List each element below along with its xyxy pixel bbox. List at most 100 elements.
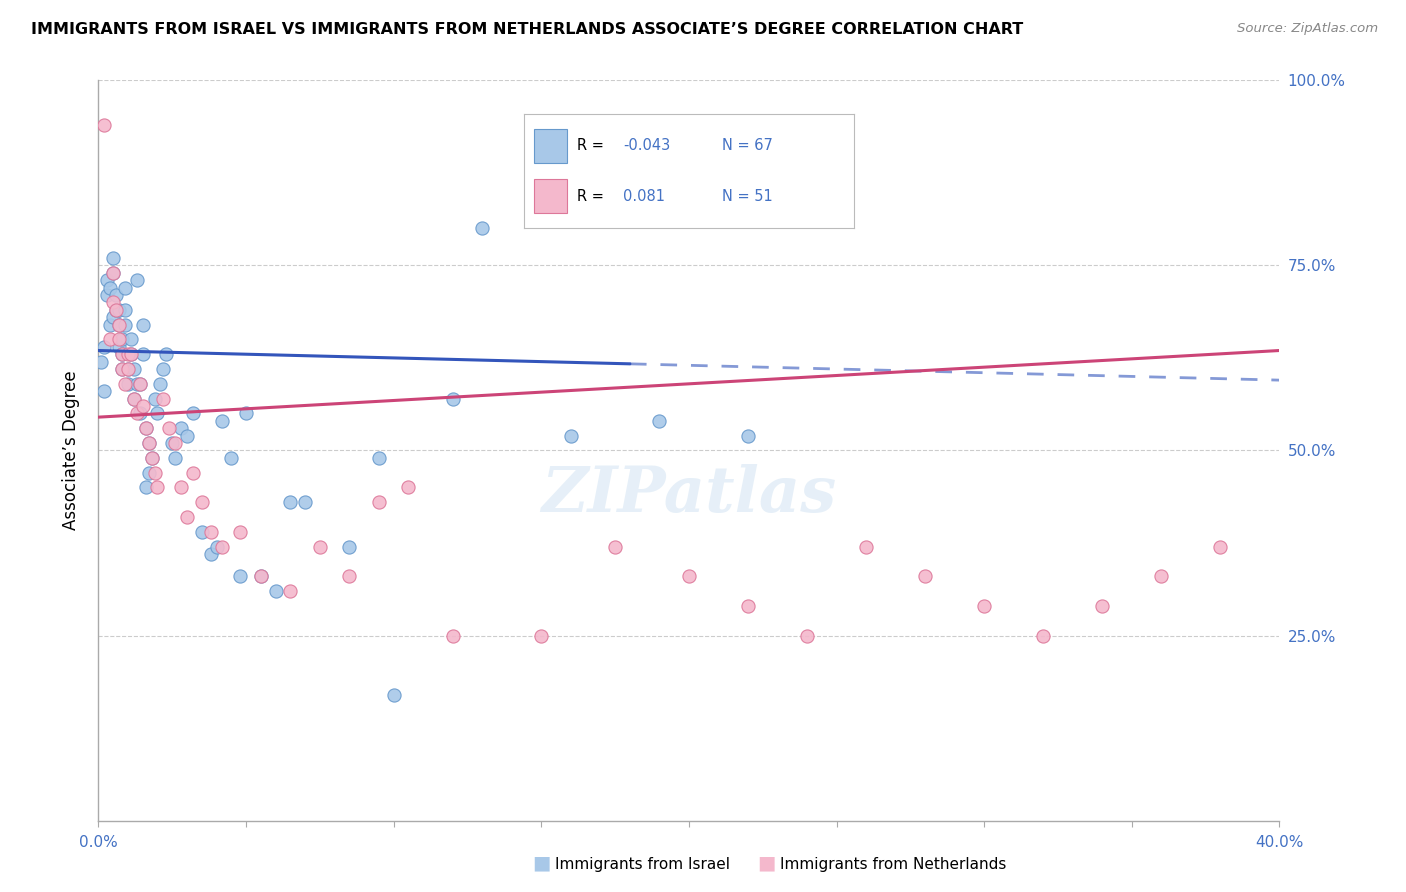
Point bbox=[125, 273, 148, 287]
Point bbox=[135, 480, 157, 494]
Point bbox=[108, 318, 131, 332]
Point bbox=[111, 362, 134, 376]
Point bbox=[117, 347, 139, 361]
Point bbox=[914, 569, 936, 583]
Point bbox=[135, 421, 157, 435]
Point bbox=[103, 295, 125, 310]
Point bbox=[138, 466, 160, 480]
Point bbox=[108, 302, 131, 317]
Point bbox=[111, 362, 134, 376]
Point bbox=[141, 450, 163, 465]
Point bbox=[122, 392, 145, 406]
Y-axis label: Associate’s Degree: Associate’s Degree bbox=[62, 371, 80, 530]
Point bbox=[229, 524, 252, 539]
Point bbox=[141, 450, 163, 465]
Point bbox=[103, 251, 125, 265]
Point bbox=[1150, 569, 1173, 583]
Text: ■: ■ bbox=[756, 854, 776, 872]
Point bbox=[176, 428, 198, 442]
Point bbox=[309, 540, 332, 554]
Point bbox=[796, 628, 818, 642]
Point bbox=[382, 688, 405, 702]
Point bbox=[146, 480, 169, 494]
Point bbox=[128, 376, 150, 391]
Point bbox=[280, 584, 302, 599]
Point bbox=[339, 540, 361, 554]
Point bbox=[138, 436, 160, 450]
Point bbox=[973, 599, 995, 613]
Point bbox=[98, 332, 121, 346]
Point bbox=[1209, 540, 1232, 554]
Point bbox=[1091, 599, 1114, 613]
Point bbox=[135, 421, 157, 435]
Point bbox=[117, 362, 139, 376]
Point bbox=[120, 332, 142, 346]
Point bbox=[103, 266, 125, 280]
Point bbox=[441, 392, 464, 406]
Point bbox=[114, 376, 136, 391]
Point bbox=[229, 569, 252, 583]
Point bbox=[108, 332, 131, 346]
Point bbox=[117, 376, 139, 391]
Point bbox=[181, 407, 204, 421]
Point bbox=[111, 332, 134, 346]
Point bbox=[737, 599, 759, 613]
Point bbox=[103, 310, 125, 325]
Point bbox=[105, 288, 128, 302]
Point bbox=[471, 221, 494, 235]
Text: Source: ZipAtlas.com: Source: ZipAtlas.com bbox=[1237, 22, 1378, 36]
Point bbox=[157, 421, 180, 435]
Point bbox=[143, 392, 166, 406]
Text: Immigrants from Israel: Immigrants from Israel bbox=[555, 857, 730, 872]
Point bbox=[105, 302, 128, 317]
Point bbox=[93, 384, 115, 399]
Point bbox=[93, 340, 115, 354]
Point bbox=[111, 347, 134, 361]
Point bbox=[170, 421, 193, 435]
Point bbox=[250, 569, 273, 583]
Point bbox=[200, 547, 222, 561]
Point bbox=[368, 450, 391, 465]
Point bbox=[170, 480, 193, 494]
Point bbox=[93, 118, 115, 132]
Point bbox=[368, 495, 391, 509]
Point bbox=[211, 414, 233, 428]
Text: ZIPatlas: ZIPatlas bbox=[541, 464, 837, 525]
Point bbox=[339, 569, 361, 583]
Point bbox=[152, 362, 174, 376]
Point bbox=[530, 628, 553, 642]
Point bbox=[114, 302, 136, 317]
Point bbox=[120, 347, 142, 361]
Point bbox=[191, 495, 214, 509]
Point bbox=[132, 318, 155, 332]
Point bbox=[605, 540, 627, 554]
Point bbox=[90, 354, 112, 368]
Point bbox=[132, 399, 155, 413]
Point bbox=[162, 436, 183, 450]
Point bbox=[1032, 628, 1054, 642]
Point bbox=[155, 347, 177, 361]
Point bbox=[146, 407, 169, 421]
Point bbox=[117, 362, 139, 376]
Point bbox=[560, 428, 582, 442]
Point bbox=[205, 540, 228, 554]
Point bbox=[122, 392, 145, 406]
Point bbox=[105, 302, 128, 317]
Point bbox=[280, 495, 302, 509]
Point bbox=[250, 569, 273, 583]
Point bbox=[98, 318, 121, 332]
Point bbox=[114, 318, 136, 332]
Point bbox=[111, 347, 134, 361]
Point bbox=[181, 466, 204, 480]
Point bbox=[132, 347, 155, 361]
Point bbox=[235, 407, 257, 421]
Point bbox=[264, 584, 287, 599]
Point bbox=[128, 407, 150, 421]
Point bbox=[125, 407, 148, 421]
Point bbox=[149, 376, 172, 391]
Point bbox=[165, 436, 187, 450]
Point bbox=[103, 266, 125, 280]
Point bbox=[108, 318, 131, 332]
Point bbox=[96, 288, 118, 302]
Point bbox=[152, 392, 174, 406]
